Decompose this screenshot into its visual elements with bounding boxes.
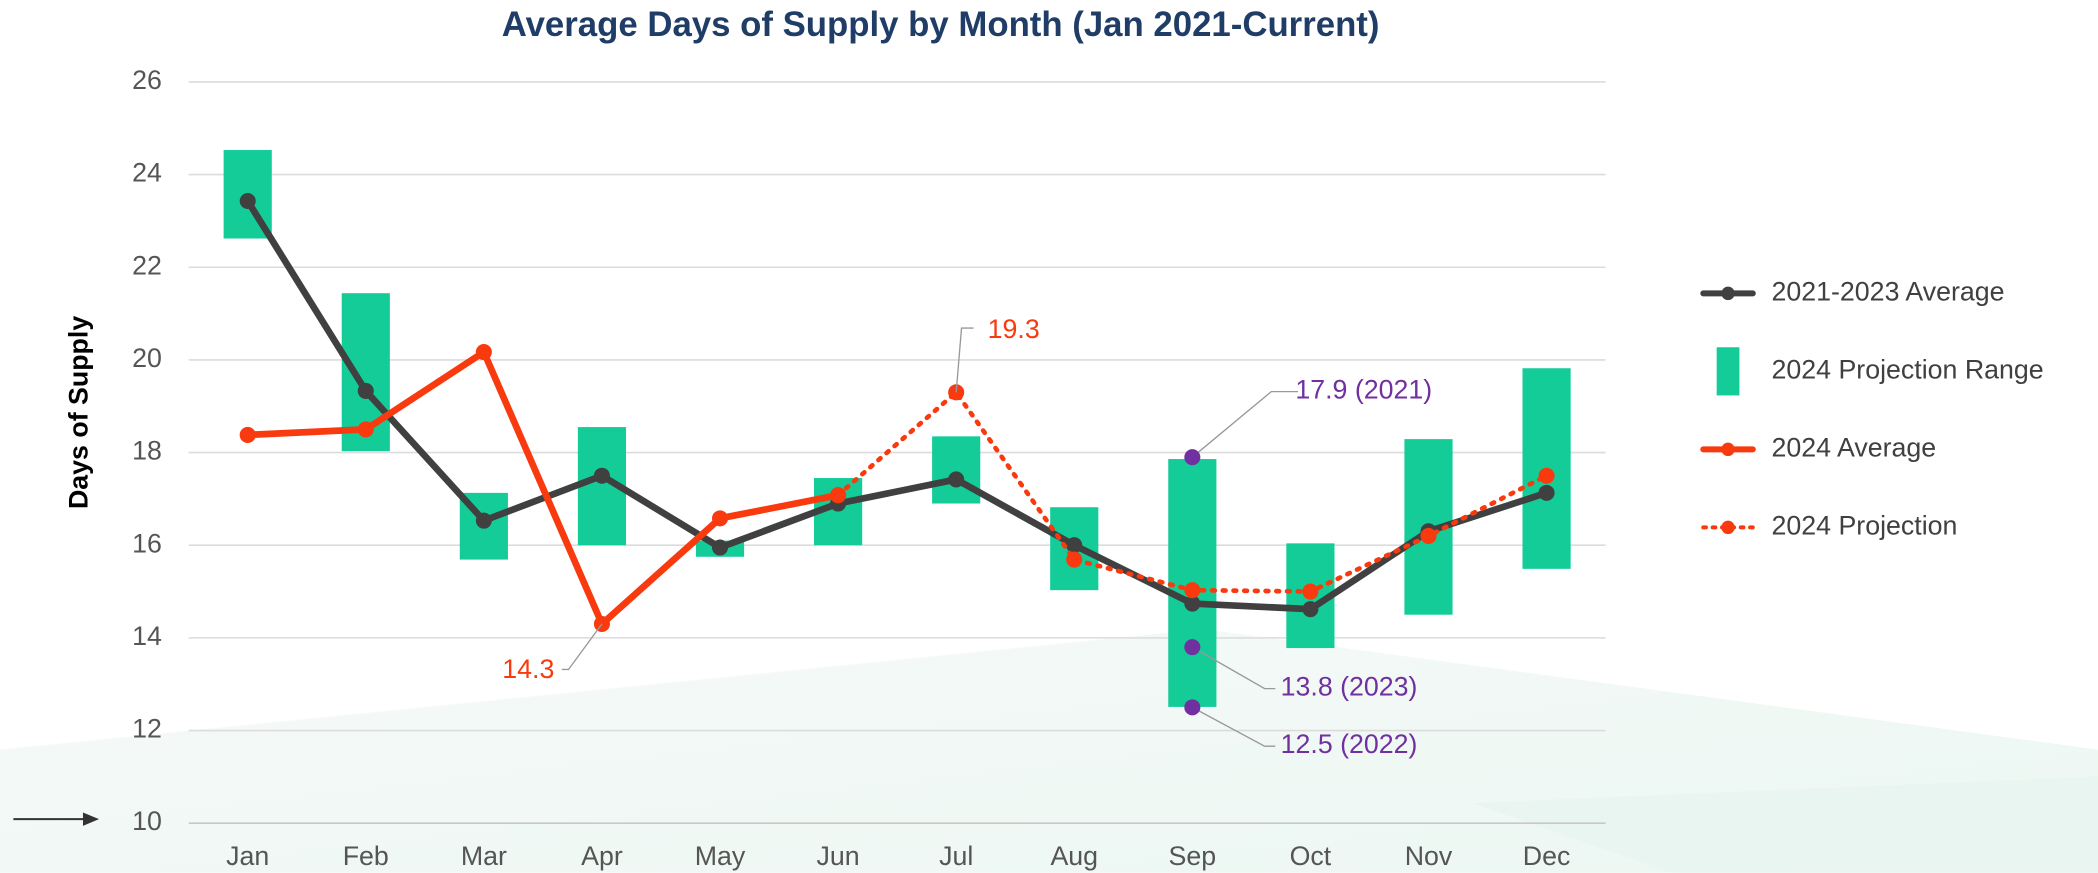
y-axis-label: Days of Supply <box>63 316 93 509</box>
legend-marker <box>1721 520 1735 535</box>
y-tick-label: 24 <box>132 158 162 188</box>
series-point <box>1066 537 1083 554</box>
y-tick-label: 22 <box>132 250 162 280</box>
annotation-point <box>1184 449 1201 466</box>
x-tick-label: May <box>695 841 746 871</box>
legend-label: 2024 Projection <box>1772 510 1958 540</box>
series-point <box>711 539 729 556</box>
x-tick-label: Oct <box>1290 841 1332 871</box>
series-point <box>1066 551 1083 568</box>
annotation-label: 12.5 (2022) <box>1281 729 1418 759</box>
legend-label: 2021-2023 Average <box>1772 276 2005 306</box>
y-tick-label: 14 <box>132 621 162 651</box>
series-point <box>475 343 492 361</box>
series-point <box>1538 484 1555 501</box>
series-point <box>1184 582 1201 599</box>
x-tick-label: Aug <box>1050 841 1098 871</box>
series-point <box>1184 595 1201 612</box>
x-tick-label: Jun <box>817 841 860 871</box>
annotation-label: 17.9 (2021) <box>1295 375 1432 405</box>
series-point <box>830 487 847 504</box>
legend-label: 2024 Average <box>1772 432 1937 462</box>
leader-line <box>1192 706 1276 747</box>
y-tick-label: 16 <box>132 528 162 558</box>
series-point <box>1538 467 1555 484</box>
series-point <box>1302 601 1319 618</box>
y-tick-label: 26 <box>132 65 162 95</box>
y-tick-label: 10 <box>132 806 162 836</box>
leader-line <box>1192 646 1276 690</box>
range-bar <box>932 436 981 504</box>
series-point <box>239 426 256 443</box>
x-tick-label: Jan <box>226 841 269 871</box>
x-tick-label: Feb <box>343 841 389 871</box>
legend-marker <box>1721 286 1735 301</box>
series-point <box>1420 527 1437 544</box>
x-tick-label: Sep <box>1169 841 1217 871</box>
x-tick-label: Apr <box>581 841 623 871</box>
x-tick-label: Mar <box>461 841 507 871</box>
leader-line <box>955 327 974 393</box>
leader-line <box>1191 390 1299 458</box>
chart-title: Average Days of Supply by Month (Jan 202… <box>502 6 1380 44</box>
x-tick-label: Dec <box>1523 841 1571 871</box>
series-point <box>711 510 729 527</box>
series-point <box>475 512 492 529</box>
data-label: 14.3 <box>502 654 554 684</box>
series-point <box>948 471 965 488</box>
legend-label: 2024 Projection Range <box>1772 354 2044 384</box>
arrow-head <box>82 812 100 826</box>
series-line <box>244 197 1550 613</box>
background-shape <box>1471 776 2098 873</box>
x-tick-label: Nov <box>1405 841 1453 871</box>
annotation-label: 13.8 (2023) <box>1281 672 1418 702</box>
series-point <box>239 192 256 210</box>
series-point <box>593 467 610 484</box>
series-point <box>357 382 374 399</box>
y-tick-label: 20 <box>132 343 162 373</box>
series-point <box>357 421 374 438</box>
annotation-point <box>1184 699 1201 716</box>
y-tick-label: 18 <box>132 436 162 466</box>
x-tick-label: Jul <box>939 841 973 871</box>
legend-marker <box>1721 442 1735 457</box>
series-line <box>244 348 842 628</box>
annotation-point <box>1184 639 1201 656</box>
y-tick-label: 12 <box>132 714 162 744</box>
series-point <box>593 615 610 632</box>
data-label: 19.3 <box>988 314 1040 344</box>
legend-swatch <box>1716 347 1740 396</box>
series-point <box>1302 583 1319 600</box>
leader-line <box>561 623 603 671</box>
